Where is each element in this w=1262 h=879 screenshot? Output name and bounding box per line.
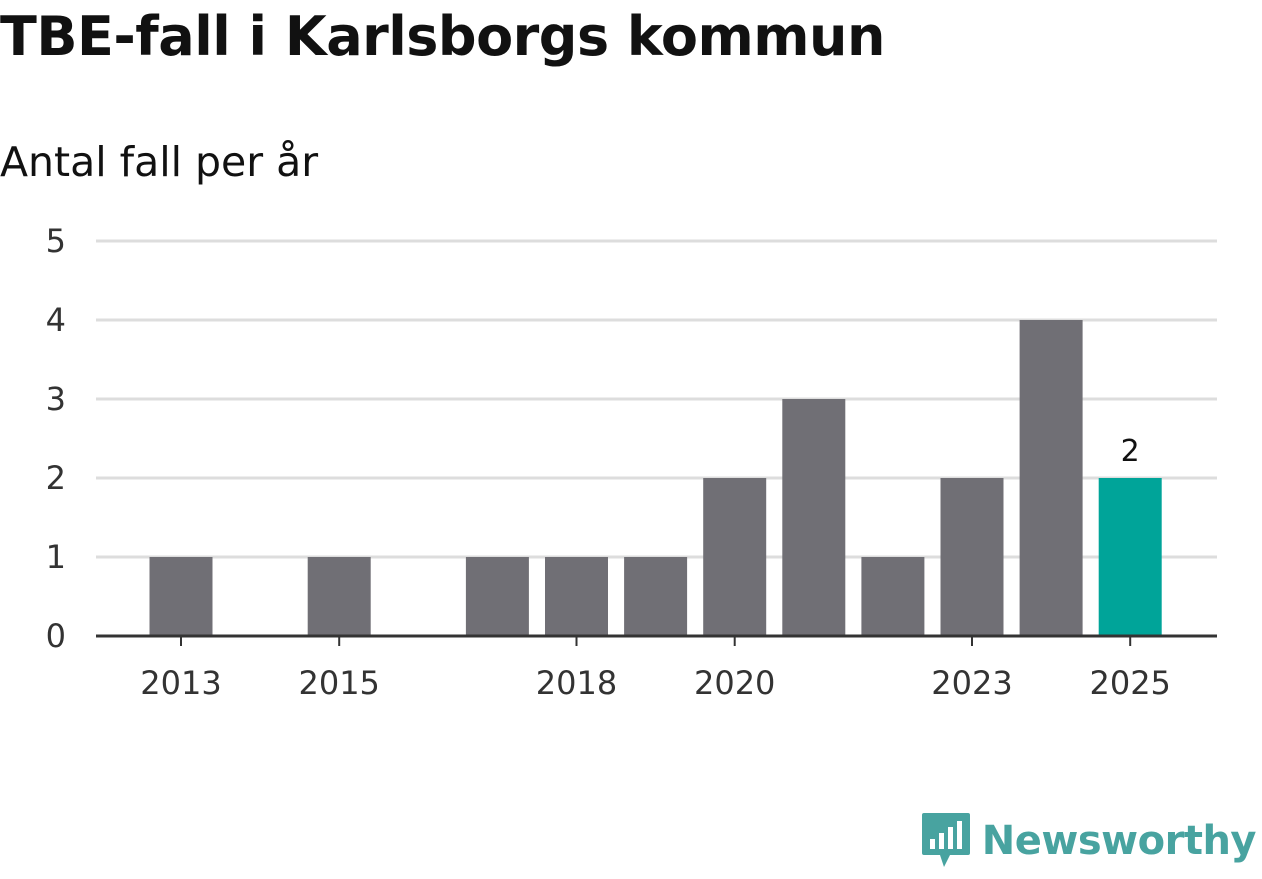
data-label: 2 <box>1121 434 1140 469</box>
y-tick-label: 2 <box>46 459 66 497</box>
y-tick-label: 0 <box>46 617 66 655</box>
bar-highlighted <box>1098 478 1162 636</box>
newsworthy-logo-icon <box>921 813 970 867</box>
x-tick-label: 2023 <box>931 664 1012 702</box>
brand-name: Newsworthy <box>981 818 1257 864</box>
bar <box>782 399 846 636</box>
y-tick-label: 3 <box>46 380 66 418</box>
chart-subtitle: Antal fall per år <box>0 138 319 186</box>
y-tick-label: 5 <box>46 222 66 260</box>
y-tick-label: 1 <box>46 538 66 576</box>
x-tick-label: 2025 <box>1089 664 1170 702</box>
bar <box>149 557 213 636</box>
x-tick-label: 2018 <box>536 664 617 702</box>
bar <box>940 478 1004 636</box>
x-tick-label: 2013 <box>140 664 221 702</box>
brand-logo: Newsworthy <box>920 811 1257 871</box>
bar <box>307 557 371 636</box>
bar <box>624 557 688 636</box>
y-tick-label: 4 <box>46 301 66 339</box>
bar <box>545 557 608 636</box>
bar <box>703 478 767 636</box>
bar <box>1019 320 1083 636</box>
bar <box>861 557 925 636</box>
chart-title: TBE-fall i Karlsborgs kommun <box>0 5 885 68</box>
bar <box>465 557 529 636</box>
x-tick-label: 2020 <box>694 664 775 702</box>
x-tick-label: 2015 <box>298 664 379 702</box>
